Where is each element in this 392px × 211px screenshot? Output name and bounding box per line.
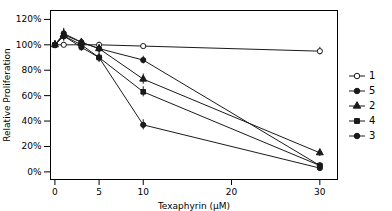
html-text:4: 4: [369, 115, 376, 126]
svg-text:10: 10: [137, 187, 149, 197]
svg-text:Texaphyrin (μM): Texaphyrin (μM): [157, 201, 230, 211]
svg-text:100%: 100%: [16, 40, 42, 50]
svg-text:5: 5: [96, 187, 102, 197]
svg-text:20%: 20%: [21, 141, 41, 151]
svg-text:40%: 40%: [21, 116, 41, 126]
html-text:1: 1: [369, 70, 376, 81]
svg-text:20: 20: [226, 187, 238, 197]
svg-text:30: 30: [314, 187, 326, 197]
svg-text:60%: 60%: [21, 91, 41, 101]
html-text:5: 5: [369, 85, 376, 96]
svg-text:0: 0: [52, 187, 58, 197]
svg-text:120%: 120%: [16, 14, 42, 24]
svg-text:80%: 80%: [21, 65, 41, 75]
svg-text:0%: 0%: [27, 167, 42, 177]
html-text:3: 3: [369, 130, 376, 141]
svg-text:Relative Proliferation: Relative Proliferation: [2, 48, 12, 142]
html-text:2: 2: [369, 100, 376, 111]
